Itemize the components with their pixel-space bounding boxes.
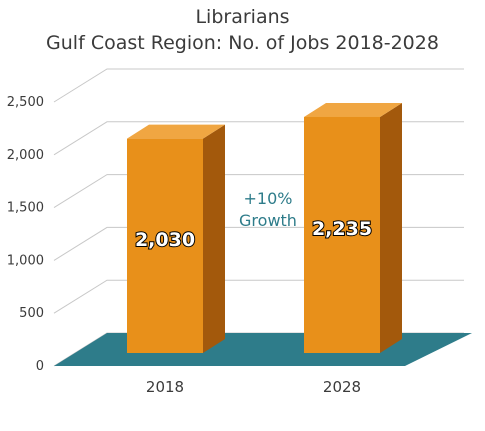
bar-value-label: 2,030: [135, 229, 195, 251]
x-category-label: 2028: [323, 378, 361, 396]
grid-line: [53, 68, 464, 103]
growth-annotation-line2: Growth: [239, 211, 297, 230]
bar-top: [127, 124, 225, 139]
y-axis-ticks: 0 500 1,000 1,500 2,000 2,500: [7, 95, 44, 374]
bar-value-label: 2,235: [312, 218, 372, 240]
chart-subtitle: Gulf Coast Region: No. of Jobs 2018-2028: [46, 32, 439, 54]
x-category-label: 2018: [146, 378, 184, 396]
growth-annotation-line1: +10%: [244, 189, 293, 208]
x-axis-categories: 2018 2028: [146, 378, 361, 396]
bar-side: [203, 124, 225, 353]
y-tick-label: 1,000: [7, 253, 44, 268]
bar-top: [304, 102, 402, 117]
bars: 2,030 2,235: [127, 102, 402, 353]
chart-floor: [54, 333, 472, 366]
grid-line: [53, 226, 464, 261]
y-tick-label: 2,000: [7, 148, 44, 163]
grid-line: [53, 121, 464, 156]
y-tick-label: 2,500: [7, 95, 44, 110]
bar-side: [380, 102, 402, 353]
chart-title: Librarians: [195, 6, 290, 28]
floor-plane: [54, 333, 472, 366]
bar: [304, 116, 380, 353]
grid-line: [53, 279, 464, 314]
y-tick-label: 1,500: [7, 201, 44, 216]
bar: [127, 138, 203, 353]
y-tick-label: 0: [36, 359, 44, 374]
y-tick-label: 500: [19, 306, 44, 321]
